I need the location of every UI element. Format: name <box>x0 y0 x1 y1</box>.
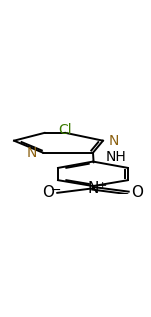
Text: Cl: Cl <box>58 122 72 137</box>
Text: NH: NH <box>105 150 126 164</box>
Text: N: N <box>27 146 37 160</box>
Text: +: + <box>97 181 107 191</box>
Text: O: O <box>131 185 143 200</box>
Text: N: N <box>109 134 119 148</box>
Text: −: − <box>50 184 61 197</box>
Text: O: O <box>42 185 54 200</box>
Text: N: N <box>87 181 99 196</box>
